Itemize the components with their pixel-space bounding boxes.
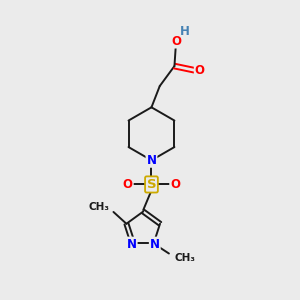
Text: O: O — [171, 34, 181, 48]
Text: N: N — [127, 238, 137, 250]
Text: CH₃: CH₃ — [88, 202, 110, 212]
Text: N: N — [150, 238, 160, 250]
Text: N: N — [146, 154, 157, 167]
Text: S: S — [147, 178, 156, 191]
Text: O: O — [123, 178, 133, 191]
Text: O: O — [195, 64, 205, 77]
Text: O: O — [170, 178, 180, 191]
Text: CH₃: CH₃ — [174, 253, 195, 262]
Text: H: H — [180, 25, 190, 38]
